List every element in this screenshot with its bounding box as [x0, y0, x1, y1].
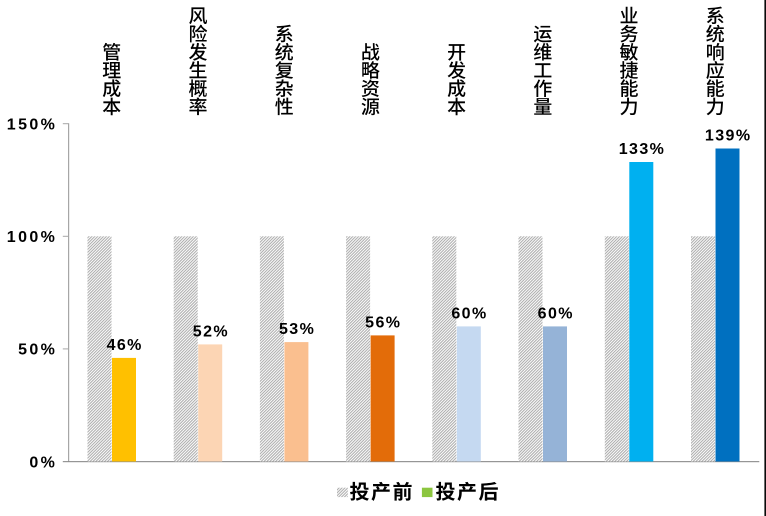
svg-text:60%: 60%	[538, 305, 574, 322]
svg-text:50%: 50%	[18, 342, 57, 359]
svg-text:0%: 0%	[29, 454, 57, 471]
svg-text:56%: 56%	[365, 314, 401, 331]
svg-text:139%: 139%	[705, 128, 752, 145]
svg-text:150%: 150%	[7, 117, 58, 134]
svg-text:53%: 53%	[279, 321, 315, 338]
svg-text:60%: 60%	[451, 305, 487, 322]
svg-text:100%: 100%	[7, 229, 58, 246]
svg-text:46%: 46%	[107, 337, 143, 354]
svg-text:133%: 133%	[619, 141, 666, 158]
svg-text:52%: 52%	[193, 323, 229, 340]
